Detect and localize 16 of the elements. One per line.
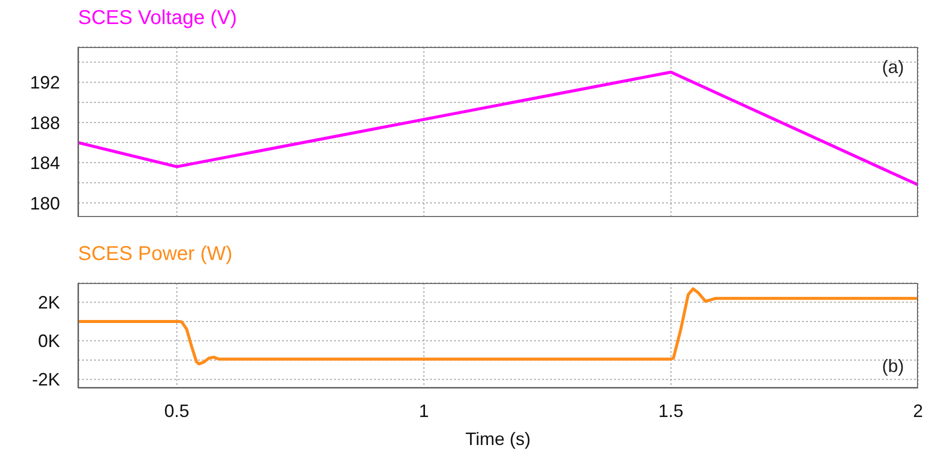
chart-title: SCES Power (W) [78, 243, 232, 266]
y-tick-label: 0K [38, 331, 60, 352]
annotation: (a) [882, 57, 904, 78]
y-tick-label: 184 [30, 153, 60, 174]
x-tick-label: 1.5 [658, 400, 684, 421]
chart-title: SCES Voltage (V) [78, 7, 237, 30]
y-tick-label: 2K [38, 292, 60, 313]
x-axis-title: Time (s) [465, 429, 531, 449]
y-tick-label: -2K [32, 370, 60, 390]
y-tick-label: 188 [30, 112, 60, 133]
x-tick-label: 1 [418, 400, 429, 421]
y-tick-label: 180 [30, 193, 60, 214]
annotation: (b) [882, 356, 904, 377]
y-tick-label: 192 [30, 72, 60, 93]
x-tick-label: 0.5 [164, 400, 190, 421]
x-tick-label: 2 [912, 400, 924, 421]
